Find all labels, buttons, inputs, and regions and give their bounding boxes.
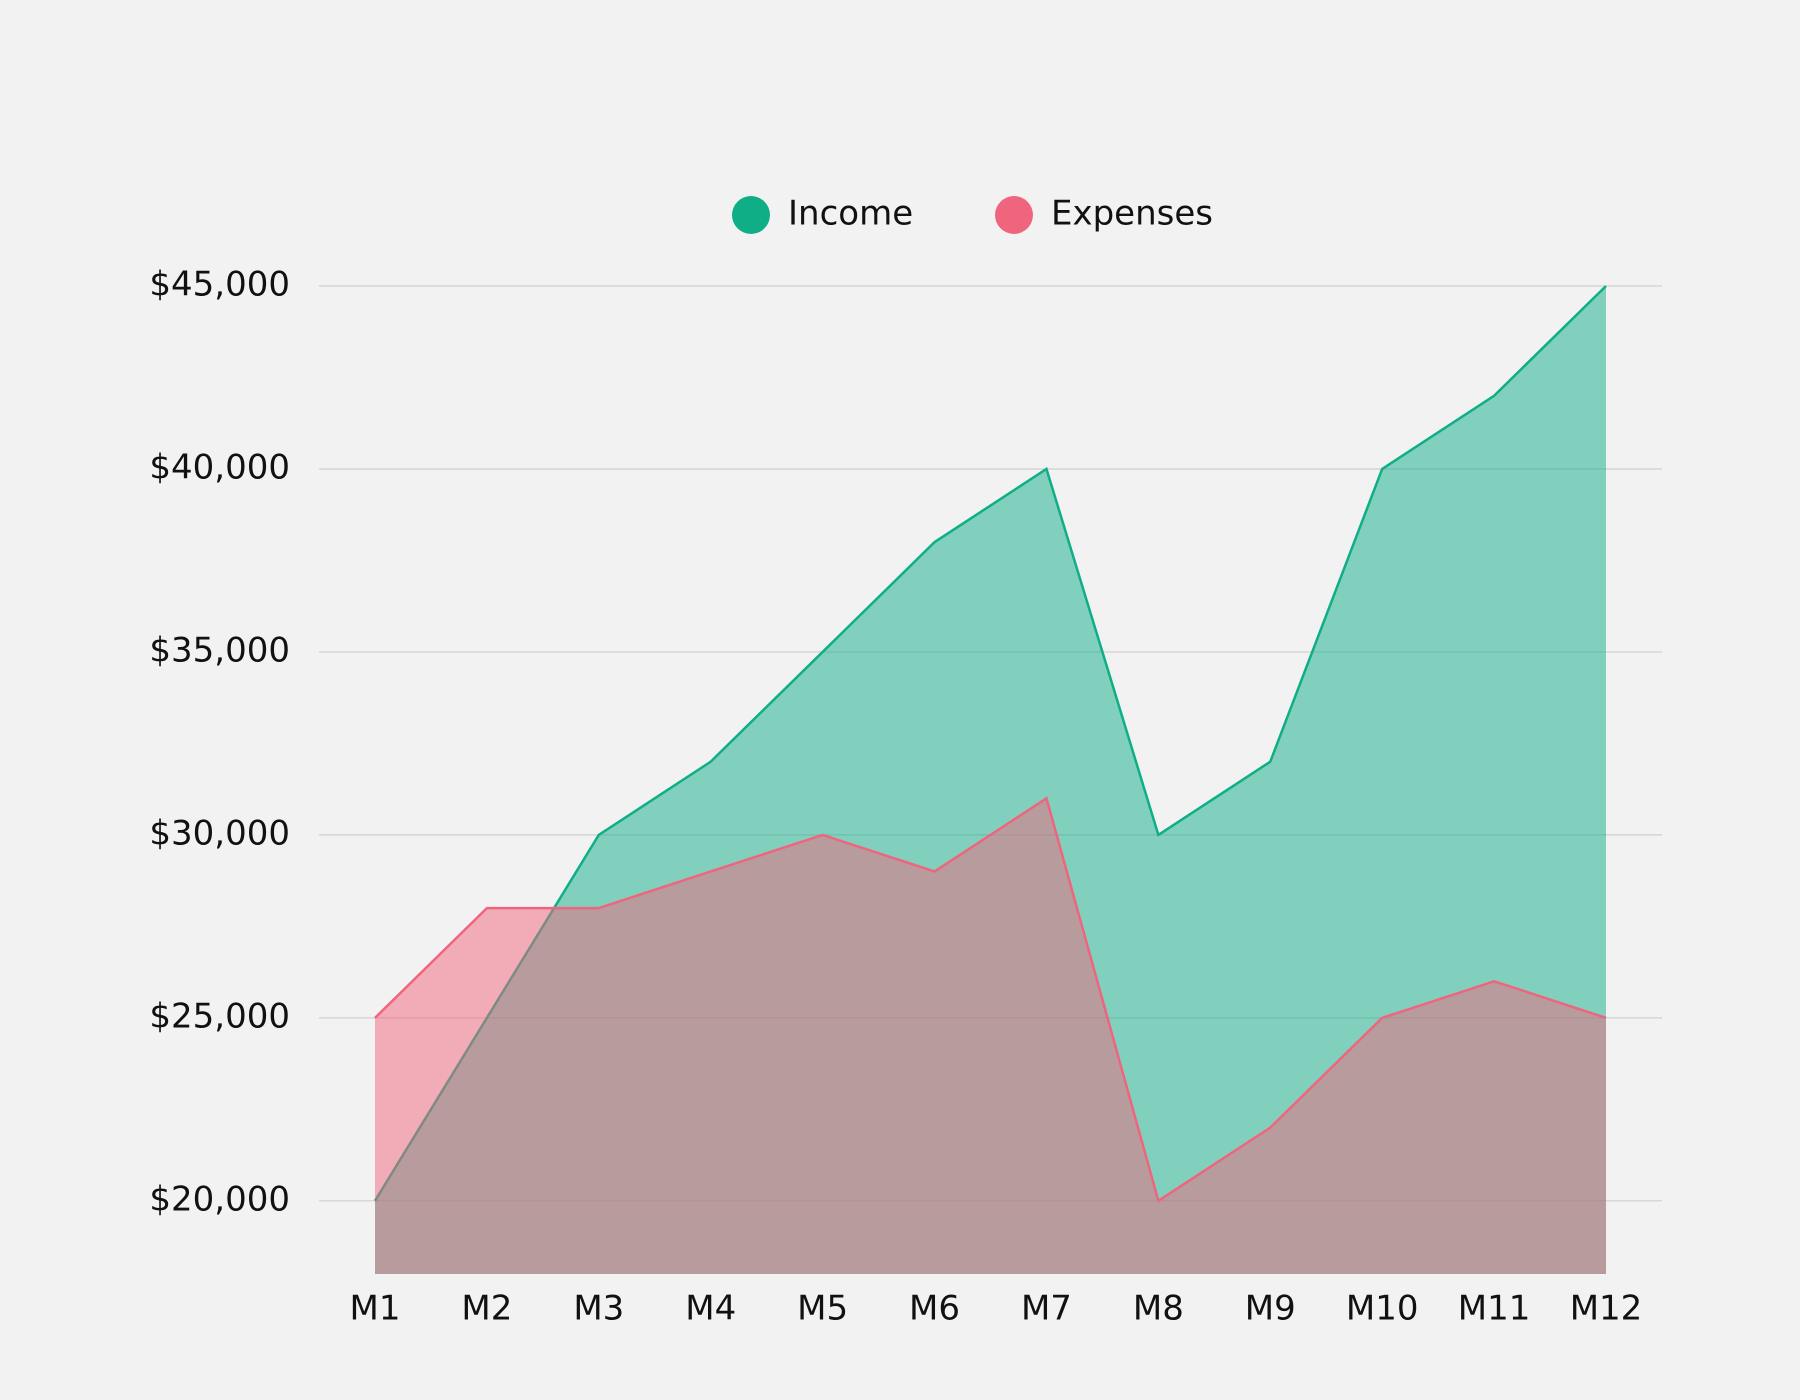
legend-marker — [732, 196, 770, 234]
legend-label: Income — [788, 194, 913, 234]
area-line — [374, 796, 1607, 1203]
x-tick-label: M3 — [573, 1289, 624, 1329]
x-tick-label: M1 — [350, 1289, 401, 1329]
x-tick-label: M2 — [461, 1289, 512, 1329]
y-tick-label: $35,000 — [149, 630, 290, 670]
x-tick-label: M8 — [1133, 1289, 1184, 1329]
legend-label: Expenses — [1051, 194, 1213, 234]
x-tick-label: M4 — [685, 1289, 736, 1329]
area-fill — [375, 798, 1606, 1274]
x-tick-label: M11 — [1458, 1289, 1531, 1329]
x-tick-label: M10 — [1346, 1289, 1419, 1329]
y-tick-label: $20,000 — [149, 1179, 290, 1219]
x-tick-label: M6 — [909, 1289, 960, 1329]
x-tick-label: M12 — [1570, 1289, 1643, 1329]
y-tick-label: $40,000 — [149, 447, 290, 487]
y-tick-label: $25,000 — [149, 996, 290, 1036]
y-tick-label: $45,000 — [149, 265, 290, 305]
x-tick-label: M5 — [797, 1289, 848, 1329]
x-tick-label: M9 — [1245, 1289, 1296, 1329]
y-tick-label: $30,000 — [149, 813, 290, 853]
area-line — [373, 285, 1607, 1202]
legend-marker — [995, 196, 1033, 234]
x-tick-label: M7 — [1021, 1289, 1072, 1329]
